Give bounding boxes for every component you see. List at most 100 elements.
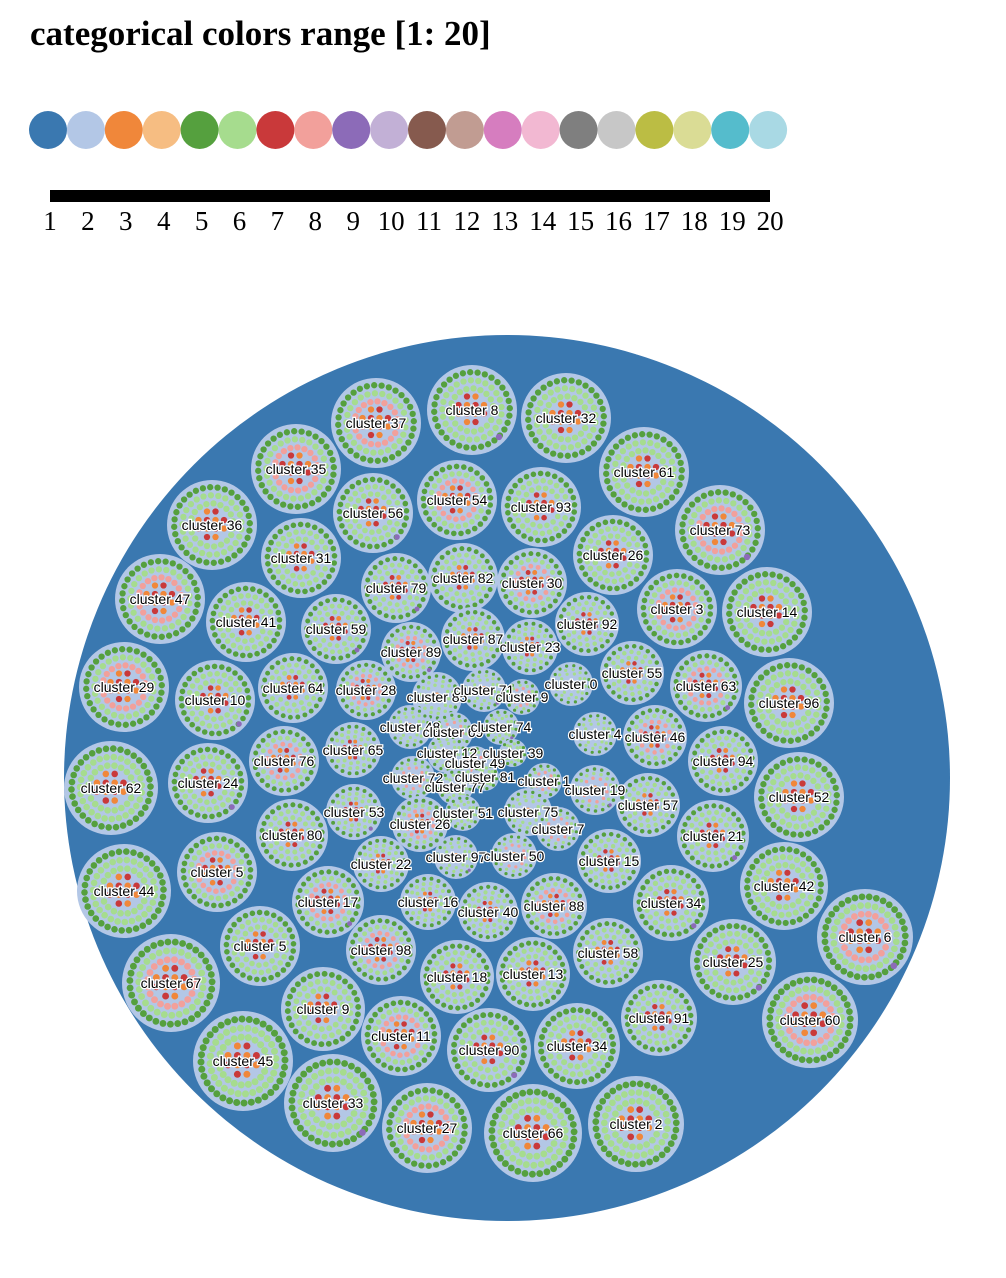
leaf-dot	[566, 409, 573, 417]
leaf-dot	[102, 770, 110, 778]
leaf-dot	[653, 433, 660, 440]
leaf-dot	[767, 612, 774, 619]
leaf-dot	[401, 778, 405, 782]
leaf-dot	[493, 885, 498, 891]
leaf-dot	[285, 781, 291, 787]
leaf-dot	[327, 751, 332, 756]
leaf-dot	[511, 873, 515, 877]
leaf-dot	[525, 826, 530, 830]
leaf-dot	[780, 703, 788, 710]
leaf-dot	[414, 574, 419, 580]
leaf-dot	[277, 440, 284, 447]
leaf-dot	[399, 632, 404, 637]
leaf-dot	[650, 666, 655, 672]
leaf-dot	[398, 391, 405, 399]
leaf-dot	[723, 860, 729, 866]
leaf-dot	[789, 694, 796, 702]
leaf-dot	[784, 869, 791, 876]
leaf-dot	[367, 431, 375, 439]
leaf-dot	[680, 687, 686, 693]
leaf-dot	[409, 824, 414, 829]
leaf-dot	[671, 868, 677, 874]
leaf-dot	[513, 720, 517, 724]
leaf-dot	[238, 526, 245, 533]
color-swatch-14	[521, 111, 560, 149]
leaf-dot	[711, 505, 718, 513]
leaf-dot	[414, 845, 419, 850]
leaf-dot	[587, 685, 591, 689]
leaf-dot	[525, 663, 530, 668]
leaf-dot	[407, 813, 412, 818]
leaf-dot	[519, 641, 524, 646]
leaf-dot	[726, 610, 733, 617]
leaf-dot	[463, 899, 468, 904]
leaf-dot	[690, 540, 697, 547]
leaf-dot	[813, 711, 820, 718]
leaf-dot	[579, 778, 584, 783]
leaf-dot	[635, 506, 642, 513]
leaf-dot	[473, 633, 478, 638]
leaf-dot	[688, 518, 695, 526]
leaf-dot	[469, 571, 475, 577]
leaf-dot	[263, 465, 270, 472]
leaf-dot	[85, 788, 92, 795]
leaf-dot	[420, 818, 425, 823]
leaf-dot	[716, 761, 722, 767]
leaf-dot	[422, 791, 426, 795]
leaf-dot	[350, 389, 357, 396]
leaf-dot	[575, 799, 579, 803]
leaf-dot	[605, 562, 612, 569]
leaf-dot	[322, 566, 328, 572]
leaf-dot	[644, 455, 651, 462]
leaf-dot	[354, 690, 360, 695]
leaf-dot	[449, 507, 456, 514]
leaf-dot	[386, 698, 391, 703]
leaf-dot	[285, 809, 291, 815]
leaf-dot	[308, 558, 315, 564]
leaf-dot	[611, 735, 615, 739]
leaf-dot	[120, 788, 127, 795]
leaf-dot	[409, 624, 414, 629]
leaf-dot	[533, 771, 538, 775]
leaf-dot	[284, 437, 291, 444]
leaf-dot	[456, 630, 462, 636]
leaf-dot	[666, 573, 673, 580]
leaf-dot	[578, 647, 584, 653]
leaf-dot	[681, 573, 687, 579]
leaf-dot	[480, 686, 488, 694]
leaf-dot	[327, 642, 333, 648]
leaf-dot	[463, 578, 469, 584]
leaf-dot	[175, 619, 182, 626]
leaf-dot	[401, 838, 406, 843]
leaf-dot	[416, 789, 420, 794]
leaf-dot	[485, 678, 489, 682]
leaf-dot	[223, 941, 230, 948]
leaf-dot	[323, 647, 329, 653]
leaf-dot	[287, 486, 295, 494]
leaf-dot	[445, 550, 451, 556]
leaf-dot	[757, 691, 764, 699]
leaf-dot	[815, 704, 822, 711]
leaf-dot	[682, 631, 689, 637]
leaf-dot	[647, 439, 654, 447]
leaf-dot	[534, 406, 541, 414]
leaf-dot	[228, 531, 235, 539]
leaf-dot	[308, 855, 314, 861]
leaf-dot	[765, 693, 772, 700]
leaf-dot	[817, 797, 824, 804]
leaf-dot	[135, 574, 143, 582]
leaf-dot	[374, 457, 381, 464]
leaf-dot	[397, 781, 402, 785]
leaf-dot	[720, 521, 727, 529]
leaf-dot	[537, 442, 544, 450]
leaf-dot	[381, 399, 388, 407]
tick-label: 4	[157, 206, 171, 236]
leaf-dot	[644, 480, 651, 488]
leaf-dot	[463, 472, 470, 479]
leaf-dot	[810, 809, 818, 816]
leaf-dot	[593, 392, 600, 399]
leaf-dot	[394, 415, 401, 423]
leaf-dot	[71, 800, 78, 807]
leaf-dot	[290, 754, 296, 760]
